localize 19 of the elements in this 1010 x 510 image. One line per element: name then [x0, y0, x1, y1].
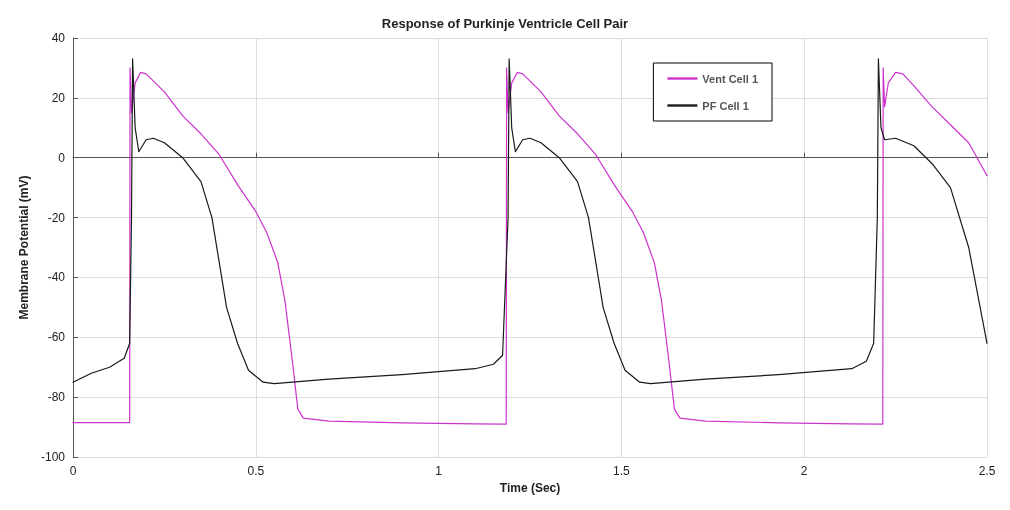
x-tick-label: 1: [435, 464, 443, 478]
chart-title: Response of Purkinje Ventricle Cell Pair: [381, 16, 629, 31]
y-tick-label: -60: [47, 330, 66, 345]
y-tick-label: -20: [47, 210, 66, 225]
y-tick-label: 0: [58, 150, 66, 165]
x-tick-label: 0: [69, 464, 77, 478]
x-tick-label: 0.5: [247, 464, 265, 478]
x-axis-title: Time (Sec): [499, 480, 561, 495]
legend-label: PF Cell 1: [702, 99, 749, 112]
x-tick-label: 2: [800, 464, 808, 478]
legend-label: Vent Cell 1: [702, 72, 759, 85]
x-tick-label: 1.5: [613, 464, 631, 478]
y-axis-title: Membrane Potential (mV): [17, 175, 32, 320]
y-tick-label: 20: [51, 90, 66, 105]
x-tick-label: 2.5: [978, 464, 996, 478]
y-tick-label: -40: [47, 270, 66, 285]
y-tick-label: -100: [40, 450, 66, 464]
y-tick-label: 40: [51, 31, 66, 45]
y-tick-label: -80: [47, 390, 66, 405]
